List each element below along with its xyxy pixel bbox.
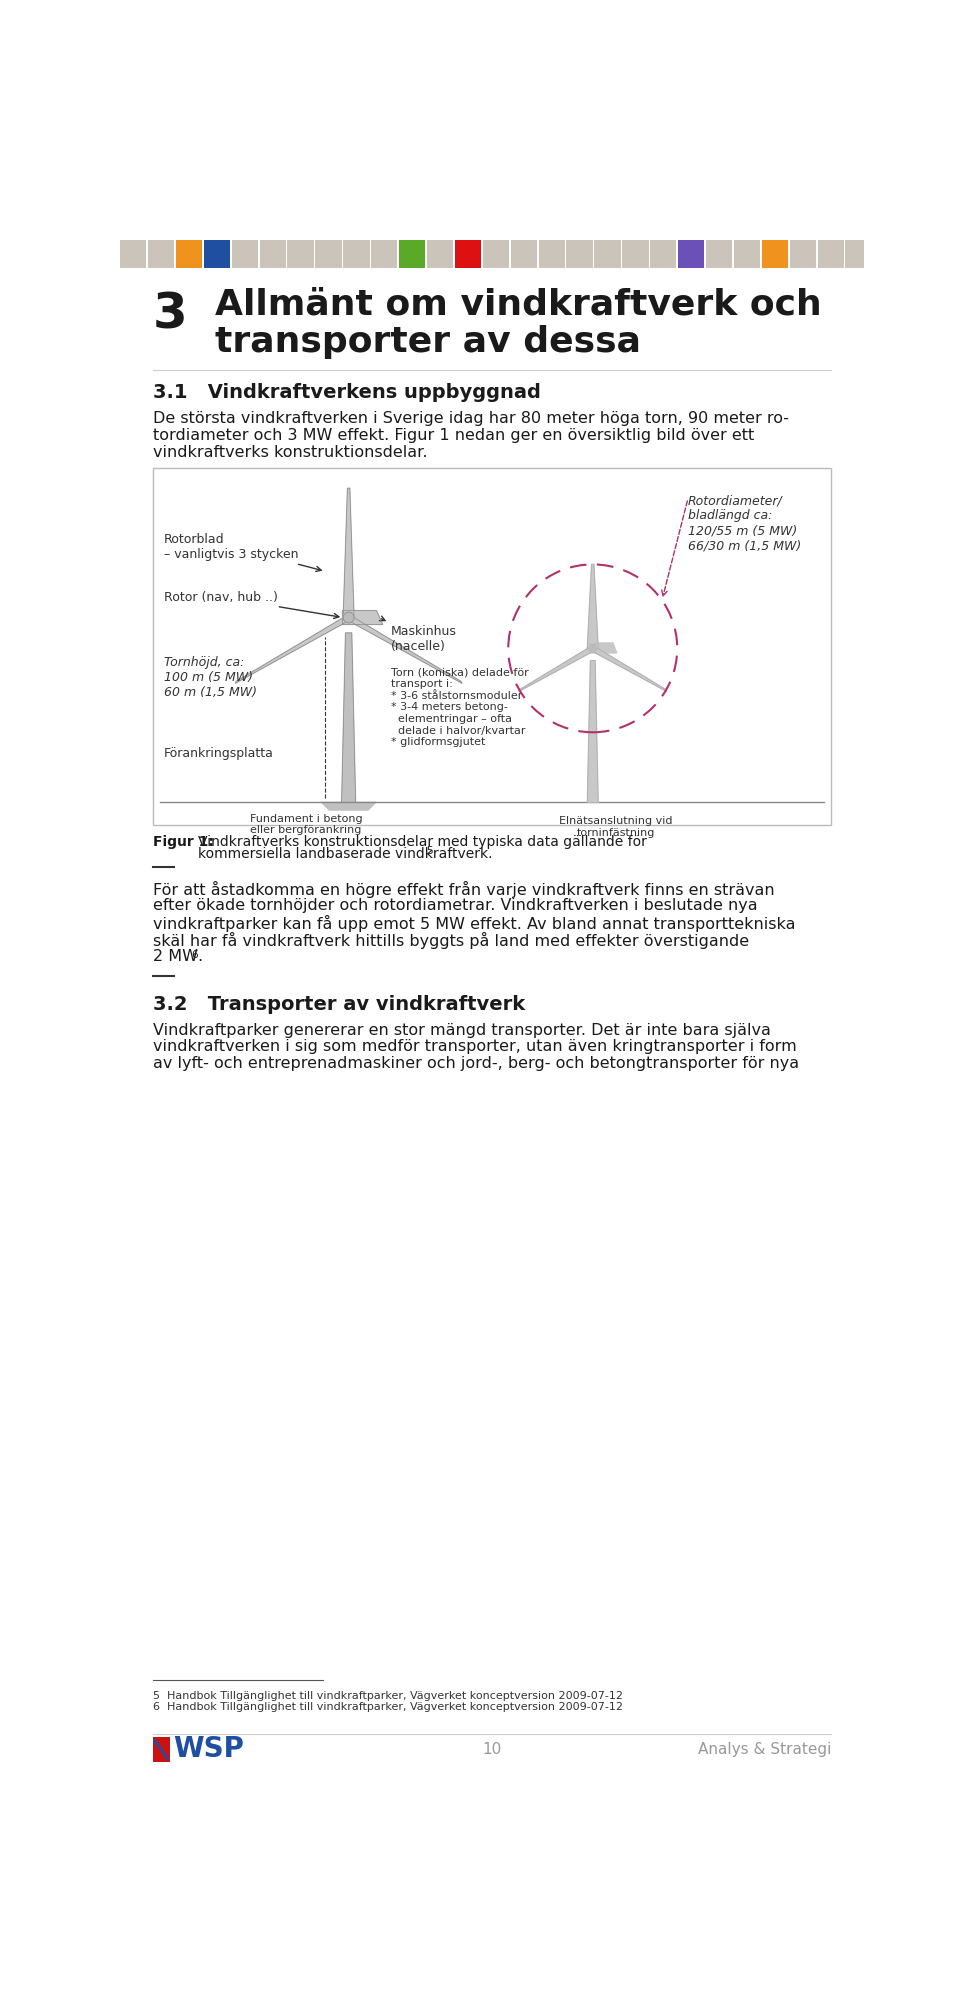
Text: Analys & Strategi: Analys & Strategi xyxy=(698,1742,831,1758)
FancyBboxPatch shape xyxy=(153,1738,170,1762)
Bar xyxy=(511,240,537,268)
Text: Figur 1:: Figur 1: xyxy=(153,835,213,849)
Circle shape xyxy=(588,645,596,653)
Text: 6  Handbok Tillgänglighet till vindkraftparker, Vägverket konceptversion 2009-07: 6 Handbok Tillgänglighet till vindkraftp… xyxy=(153,1702,622,1712)
Text: Förankringsplatta: Förankringsplatta xyxy=(164,747,274,761)
Text: vindkraftverks konstruktionsdelar.: vindkraftverks konstruktionsdelar. xyxy=(153,444,427,460)
Text: 3.1   Vindkraftverkens uppbyggnad: 3.1 Vindkraftverkens uppbyggnad xyxy=(153,382,540,402)
Polygon shape xyxy=(590,645,666,691)
Polygon shape xyxy=(588,661,598,803)
Bar xyxy=(622,240,649,268)
Text: .: . xyxy=(198,949,203,963)
Text: 10: 10 xyxy=(482,1742,502,1758)
Text: av lyft- och entreprenadmaskiner och jord-, berg- och betongtransporter för nya: av lyft- och entreprenadmaskiner och jor… xyxy=(153,1057,799,1071)
Bar xyxy=(706,240,732,268)
Text: Allmänt om vindkraftverk och: Allmänt om vindkraftverk och xyxy=(214,288,822,322)
Bar xyxy=(372,240,397,268)
Circle shape xyxy=(344,613,354,623)
Text: kommersiella landbaserade vindkraftverk.: kommersiella landbaserade vindkraftverk. xyxy=(198,847,492,861)
Bar xyxy=(153,468,831,825)
Text: 2 MW: 2 MW xyxy=(153,949,198,963)
Polygon shape xyxy=(235,613,351,683)
Bar xyxy=(846,240,872,268)
Bar xyxy=(650,240,677,268)
Polygon shape xyxy=(588,565,598,649)
Polygon shape xyxy=(346,613,462,683)
Text: tordiameter och 3 MW effekt. Figur 1 nedan ger en översiktlig bild över ett: tordiameter och 3 MW effekt. Figur 1 ned… xyxy=(153,428,754,442)
Polygon shape xyxy=(344,488,354,617)
Text: För att åstadkomma en högre effekt från varje vindkraftverk finns en strävan: För att åstadkomma en högre effekt från … xyxy=(153,881,774,897)
Bar xyxy=(120,240,146,268)
Bar xyxy=(455,240,481,268)
Bar xyxy=(566,240,592,268)
Text: Vindkraftparker genererar en stor mängd transporter. Det är inte bara själva: Vindkraftparker genererar en stor mängd … xyxy=(153,1023,771,1037)
Text: skäl har få vindkraftverk hittills byggts på land med effekter överstigande: skäl har få vindkraftverk hittills byggt… xyxy=(153,931,749,949)
Text: Rotor (nav, hub ..): Rotor (nav, hub ..) xyxy=(164,591,339,619)
Bar xyxy=(789,240,816,268)
Text: vindkraftverken i sig som medför transporter, utan även kringtransporter i form: vindkraftverken i sig som medför transpo… xyxy=(153,1039,796,1055)
Text: Tornhöjd, ca:
100 m (5 MW)
60 m (1,5 MW): Tornhöjd, ca: 100 m (5 MW) 60 m (1,5 MW) xyxy=(164,657,257,699)
Text: efter ökade tornhöjder och rotordiametrar. Vindkraftverken i beslutade nya: efter ökade tornhöjder och rotordiametra… xyxy=(153,897,757,913)
Bar xyxy=(539,240,564,268)
Text: 3.2   Transporter av vindkraftverk: 3.2 Transporter av vindkraftverk xyxy=(153,995,525,1013)
Polygon shape xyxy=(342,633,355,803)
Polygon shape xyxy=(322,803,375,811)
Text: De största vindkraftverken i Sverige idag har 80 meter höga torn, 90 meter ro-: De största vindkraftverken i Sverige ida… xyxy=(153,410,788,426)
Text: 3: 3 xyxy=(153,290,187,338)
Text: Fundament i betong
eller bergförankring: Fundament i betong eller bergförankring xyxy=(250,815,362,835)
Bar xyxy=(259,240,286,268)
Polygon shape xyxy=(519,645,595,691)
Bar xyxy=(818,240,844,268)
Bar xyxy=(287,240,314,268)
Bar xyxy=(594,240,621,268)
Bar xyxy=(761,240,788,268)
Text: WSP: WSP xyxy=(174,1736,245,1764)
Text: Vindkraftverks konstruktionsdelar med typiska data gällande för: Vindkraftverks konstruktionsdelar med ty… xyxy=(198,835,646,849)
Text: 5: 5 xyxy=(426,847,433,857)
Text: 6: 6 xyxy=(191,951,198,961)
Bar xyxy=(399,240,425,268)
Text: Rotorblad
– vanligtvis 3 stycken: Rotorblad – vanligtvis 3 stycken xyxy=(164,533,322,571)
Bar xyxy=(176,240,203,268)
Text: Maskinhus
(nacelle): Maskinhus (nacelle) xyxy=(379,617,456,653)
Text: Rotordiameter/
bladlängd ca:
120/55 m (5 MW)
66/30 m (1,5 MW): Rotordiameter/ bladlängd ca: 120/55 m (5… xyxy=(688,494,802,553)
Bar xyxy=(733,240,760,268)
Bar xyxy=(678,240,705,268)
Polygon shape xyxy=(343,611,383,625)
Text: Elnätsanslutning vid
torninfästning: Elnätsanslutning vid torninfästning xyxy=(560,817,673,837)
Bar xyxy=(427,240,453,268)
Text: vindkraftparker kan få upp emot 5 MW effekt. Av bland annat transporttekniska: vindkraftparker kan få upp emot 5 MW eff… xyxy=(153,915,795,931)
Text: Torn (koniska) delade för
transport i:
* 3-6 stålstornsmoduler
* 3-4 meters beto: Torn (koniska) delade för transport i: *… xyxy=(392,667,529,747)
Bar xyxy=(483,240,509,268)
Text: 5  Handbok Tillgänglighet till vindkraftparker, Vägverket konceptversion 2009-07: 5 Handbok Tillgänglighet till vindkraftp… xyxy=(153,1692,622,1702)
Text: transporter av dessa: transporter av dessa xyxy=(214,324,640,358)
Bar xyxy=(231,240,258,268)
Bar xyxy=(315,240,342,268)
Polygon shape xyxy=(588,643,616,653)
Bar xyxy=(148,240,175,268)
Bar xyxy=(344,240,370,268)
Bar xyxy=(204,240,230,268)
